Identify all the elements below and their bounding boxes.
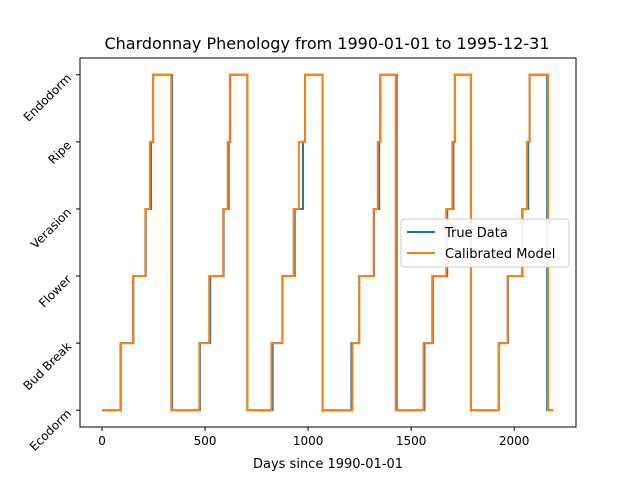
y-tick-label: Ecodorm [27,406,74,453]
y-tick-label: Ripe [45,138,74,167]
series-line-1 [102,73,554,412]
x-axis: 0 500 1000 1500 2000 [98,427,529,448]
x-axis-label: Days since 1990-01-01 [253,457,403,472]
y-tick-label: Bud Break [20,339,74,393]
plot-lines [102,73,554,412]
x-tick-label: 2000 [499,434,530,448]
plot-frame [79,57,577,428]
x-tick-label: 1500 [396,434,427,448]
legend: True Data Calibrated Model [400,218,570,268]
x-tick-label: 1000 [293,434,324,448]
legend-label-1: Calibrated Model [445,247,555,262]
y-tick-label: Endodorm [21,71,74,124]
x-tick-label: 500 [194,434,217,448]
y-axis: Ecodorm Bud Break Flower Verasion Ripe Endodo… [20,71,80,454]
y-tick-label: Flower [36,272,74,310]
legend-box [400,218,570,268]
x-tick-label: 0 [98,434,106,448]
chart-title: Chardonnay Phenology from 1990-01-01 to … [104,34,549,53]
legend-label-0: True Data [444,226,508,241]
y-tick-label: Verasion [28,205,74,251]
